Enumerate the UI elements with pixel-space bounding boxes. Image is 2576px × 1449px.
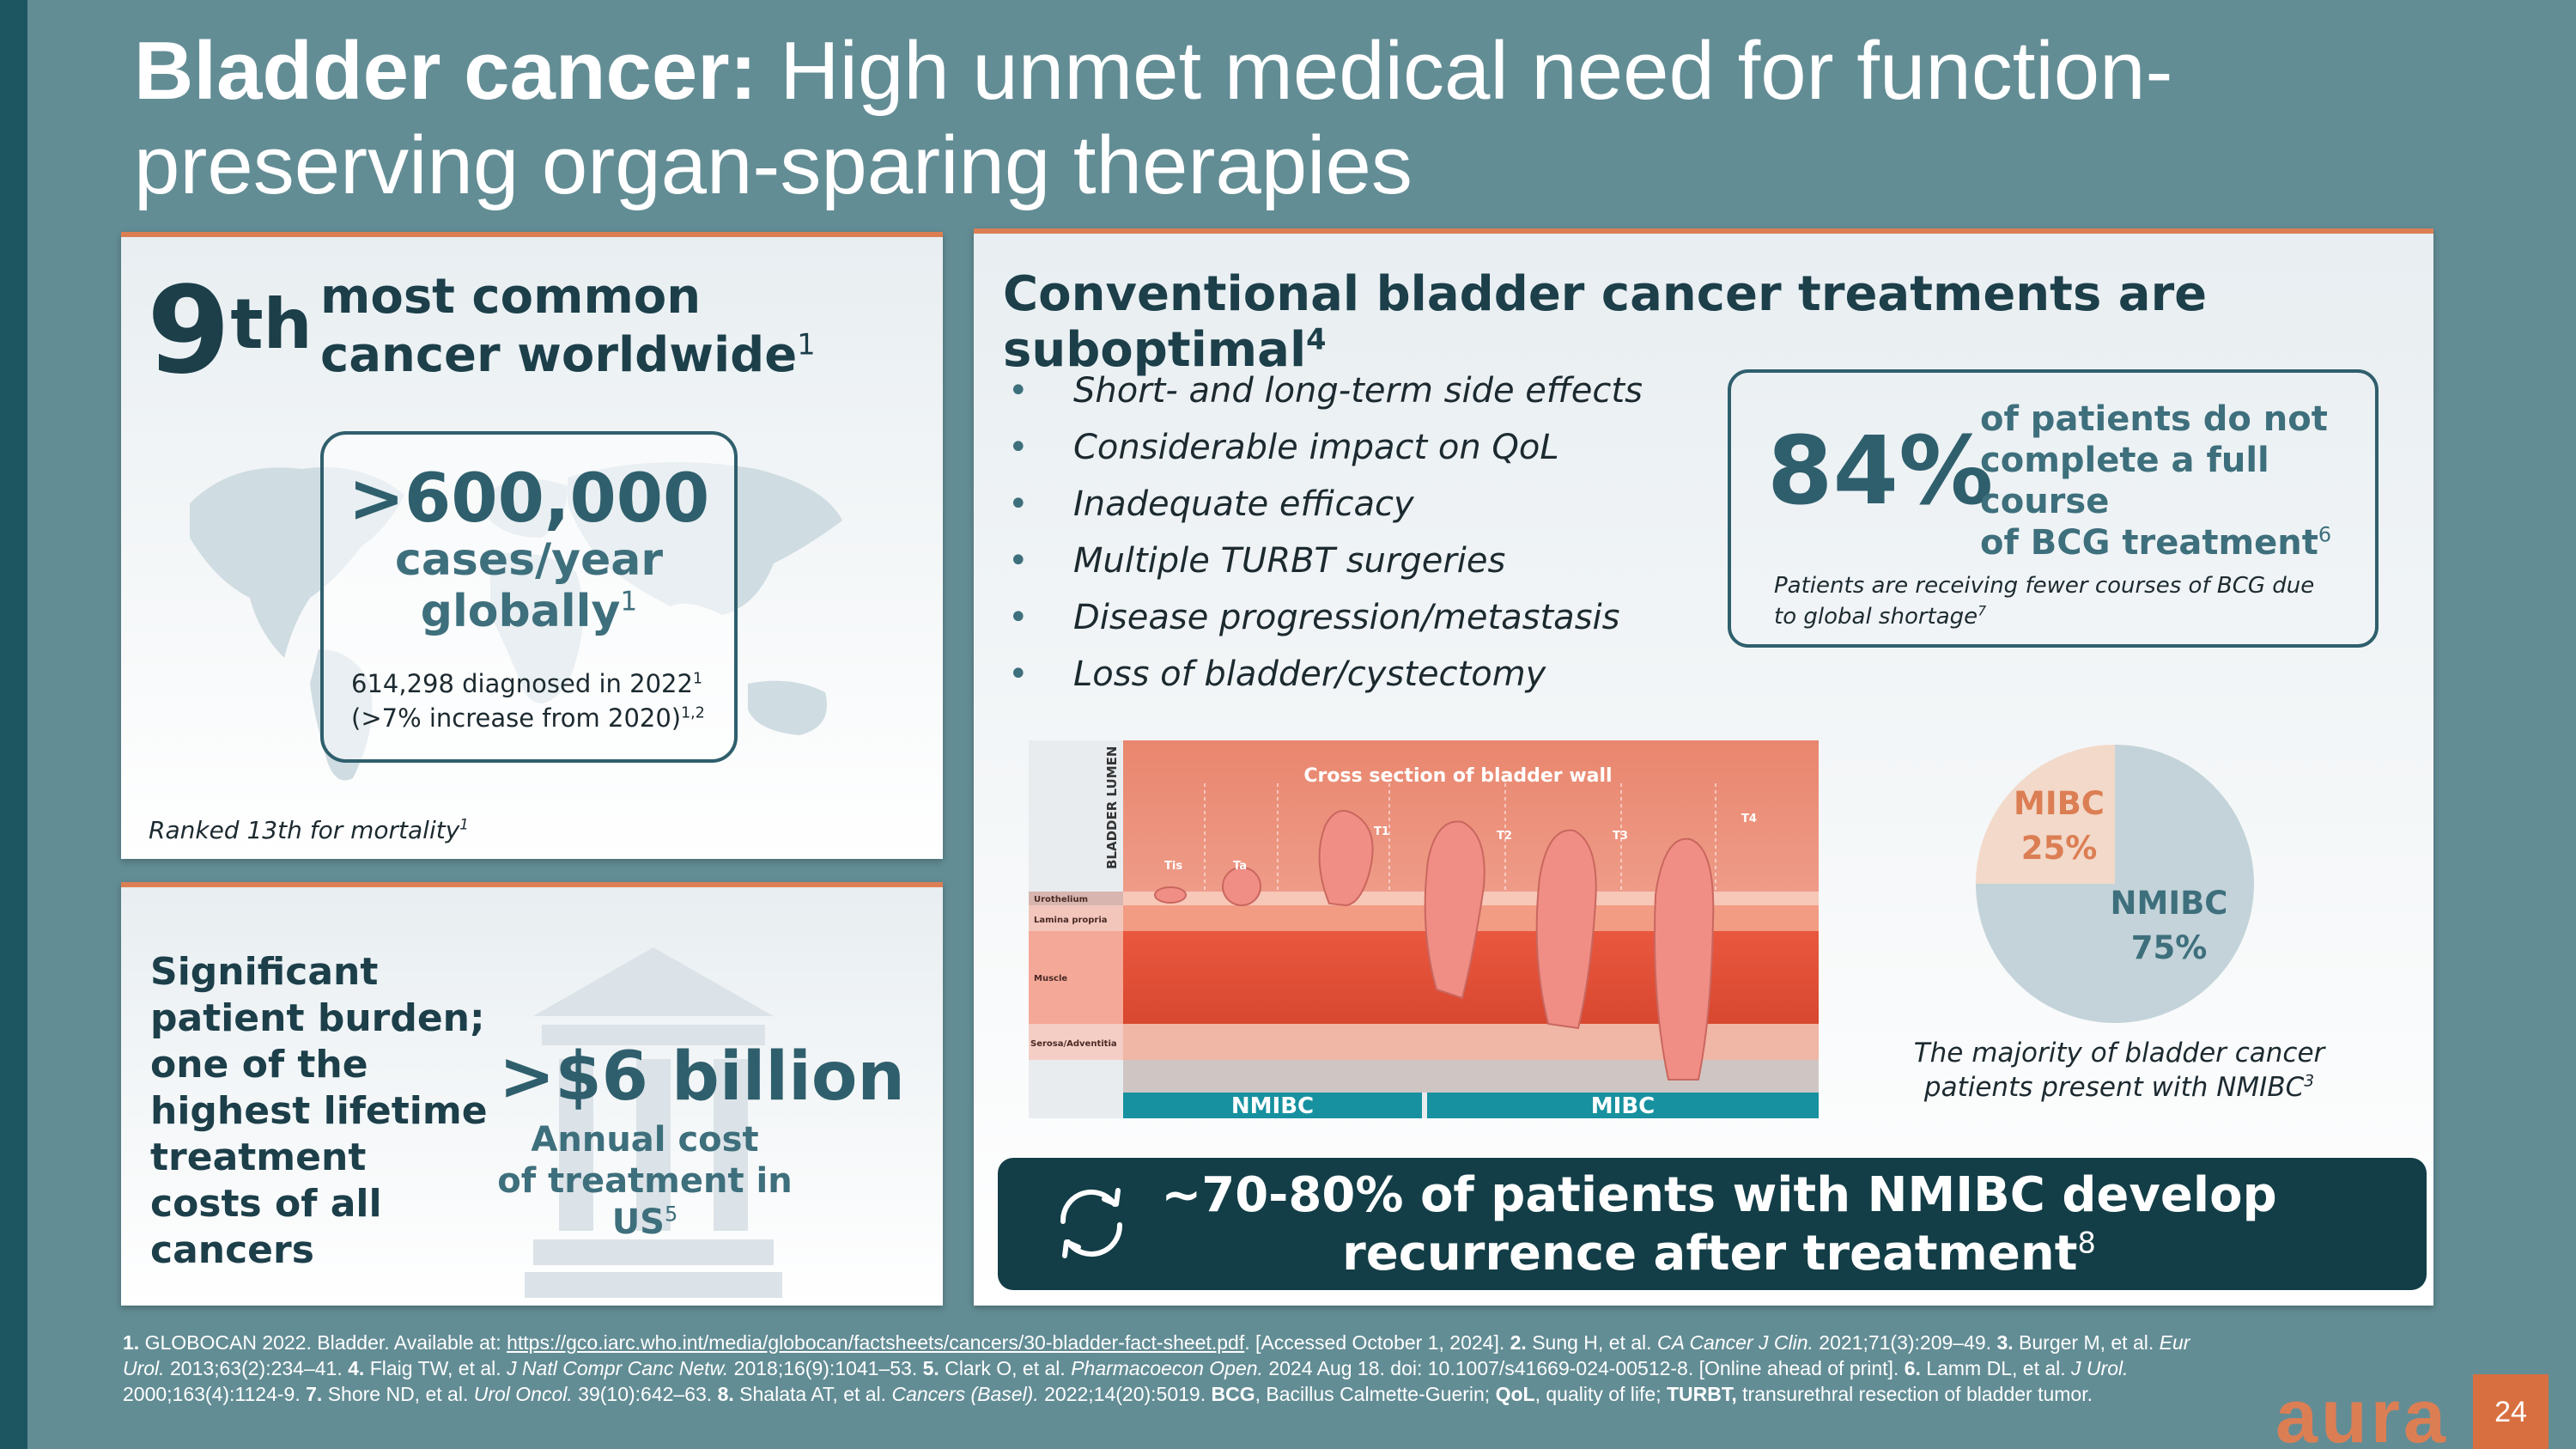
bcg-stat-box: 84% of patients do not complete a full c… <box>1728 369 2379 648</box>
list-item: • Disease progression/metastasis <box>1008 598 1620 637</box>
stage-label: T4 <box>1741 813 1757 825</box>
stage-distribution-pie: MIBC 25% NMIBC 75% <box>1976 745 2254 1023</box>
recurrence-cycle-icon <box>1060 1188 1123 1258</box>
cases-label: cases/year globally1 <box>395 534 663 637</box>
slide-title: Bladder cancer: High unmet medical need … <box>134 25 2173 211</box>
cases-value: >600,000 <box>348 460 710 538</box>
mibc-bar-label: MIBC <box>1591 1093 1655 1118</box>
layer-label: Serosa/Adventitia <box>1030 1039 1117 1049</box>
page-number: 24 <box>2473 1374 2549 1449</box>
bank-building-icon <box>525 947 782 1298</box>
stage-label: Tis <box>1164 860 1182 873</box>
nmibc-bar-label: NMIBC <box>1231 1093 1314 1118</box>
stage-label: Ta <box>1233 860 1247 873</box>
left-accent-strip <box>0 0 27 1449</box>
treatment-heading: Conventional bladder cancer treatments a… <box>1003 266 2208 378</box>
layer-label: Urothelium <box>1034 895 1088 904</box>
list-item: • Short- and long-term side effects <box>1008 371 1643 411</box>
cases-stat-box: >600,000 cases/year globally1 614,298 di… <box>320 431 738 763</box>
mortality-rank-note: Ranked 13th for mortality1 <box>149 815 469 844</box>
layer-label: Muscle <box>1034 974 1067 983</box>
list-item: • Inadequate efficacy <box>1008 484 1414 524</box>
bcg-shortage-note: Patients are receiving fewer courses of … <box>1774 573 2315 630</box>
aura-logo: aura <box>2275 1373 2449 1449</box>
recurrence-text: ~70-80% of patients with NMIBC develop r… <box>1161 1167 2277 1282</box>
layer-label: Lamina propria <box>1034 916 1108 925</box>
pie-value-nmibc: 75% <box>2131 929 2208 966</box>
pie-slice-mibc <box>1976 745 2115 884</box>
cost-label: Annual cost of treatment in US5 <box>497 1120 793 1242</box>
pie-label-mibc: MIBC <box>2014 785 2105 822</box>
list-item: • Considerable impact on QoL <box>1008 428 1559 467</box>
bcg-percentage: 84% <box>1767 416 1994 526</box>
list-item: • Multiple TURBT surgeries <box>1008 541 1506 581</box>
pie-value-mibc: 25% <box>2021 830 2098 867</box>
most-common-label: most common cancer worldwide1 <box>320 269 816 383</box>
stage-label: T3 <box>1613 830 1628 843</box>
cost-value: >$6 billion <box>499 1038 905 1116</box>
bladder-wall-diagram: Urothelium Lamina propria Muscle Serosa/… <box>1029 740 1819 1118</box>
patient-burden-text: Significant patient burden; one of the h… <box>150 950 488 1272</box>
globocan-link[interactable]: https://gco.iarc.who.int/media/globocan/… <box>507 1331 1245 1354</box>
references-footnote: 1. GLOBOCAN 2022. Bladder. Available at:… <box>123 1331 2190 1405</box>
treatment-issues-list: • Short- and long-term side effects • Cons… <box>1008 362 1643 703</box>
recurrence-banner: ~70-80% of patients with NMIBC develop r… <box>998 1158 2427 1290</box>
treatment-panel: Conventional bladder cancer treatments a… <box>974 228 2433 1306</box>
lumen-label: BLADDER LUMEN <box>1104 746 1120 869</box>
stage-label: T1 <box>1374 825 1389 838</box>
majority-note: The majority of bladder cancer patients … <box>1913 1038 2325 1103</box>
rank-number: 9th <box>147 261 313 401</box>
cost-panel: Significant patient burden; one of the h… <box>121 882 943 1306</box>
list-item: • Loss of bladder/cystectomy <box>1008 654 1546 694</box>
diagram-title: Cross section of bladder wall <box>1303 765 1612 787</box>
bcg-label: of patients do not complete a full cours… <box>1980 399 2332 563</box>
pie-label-nmibc: NMIBC <box>2111 885 2228 922</box>
stage-label: T2 <box>1497 830 1512 843</box>
diagnosed-note: 614,298 diagnosed in 20221 (>7% increase… <box>351 669 705 733</box>
incidence-panel: 9th most common cancer worldwide1 >600,0… <box>121 232 943 859</box>
